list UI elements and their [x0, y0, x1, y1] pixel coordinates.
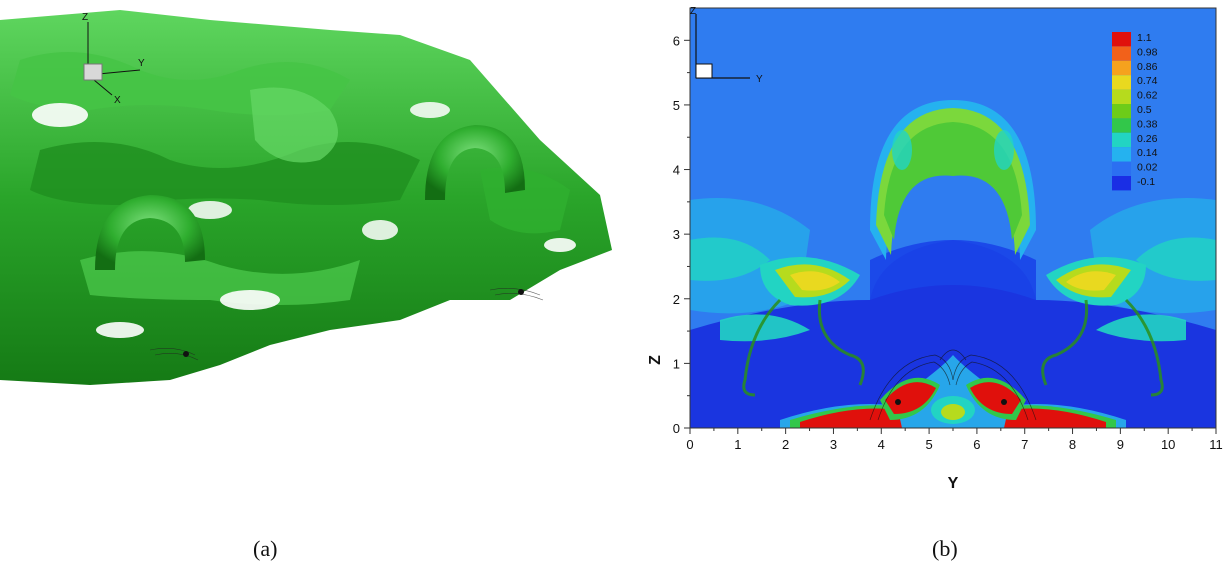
x-tick-label: 3 — [830, 437, 837, 452]
colorbar-swatch — [1112, 46, 1131, 61]
triad-z-label: Z — [82, 12, 88, 23]
caption-a: (a) — [253, 536, 278, 561]
colorbar-label: 0.02 — [1137, 162, 1158, 174]
x-tick-label: 8 — [1069, 437, 1076, 452]
y-tick-label: 5 — [673, 98, 680, 113]
hairpin-vortex — [95, 195, 205, 270]
triad-y-label: Y — [138, 58, 145, 69]
y-axis: 0 1 2 3 4 5 6 — [673, 33, 690, 436]
colorbar-swatch — [1112, 89, 1131, 104]
isosurface-figure: Z Y X — [0, 10, 612, 385]
colorbar-label: 1.1 — [1137, 32, 1152, 44]
colorbar-swatch — [1112, 147, 1131, 162]
colorbar-label: 0.74 — [1137, 75, 1158, 87]
y-tick-label: 4 — [673, 163, 680, 178]
x-axis-label: Y — [948, 475, 959, 492]
triad-x-label: X — [114, 95, 121, 106]
colorbar-swatch — [1112, 60, 1131, 76]
colorbar-swatch — [1112, 161, 1131, 176]
x-tick-label: 11 — [1209, 437, 1223, 452]
hairpin-vortex — [425, 125, 525, 200]
y-tick-label: 6 — [673, 33, 680, 48]
x-tick-label: 7 — [1021, 437, 1028, 452]
contour-panel: 0 1 2 3 4 5 6 7 8 9 10 11 0 1 2 3 4 5 6 Y Z Z Y 1.1 0.98 0.… — [640, 0, 1225, 500]
x-tick-label: 4 — [878, 437, 885, 452]
colorbar-label: 0.26 — [1137, 133, 1158, 145]
y-tick-label: 2 — [673, 292, 680, 307]
x-tick-label: 0 — [686, 437, 693, 452]
triad-square — [695, 63, 713, 79]
contour-field — [690, 8, 1216, 428]
triad-b-z-label: Z — [690, 6, 696, 17]
triad-b-y-label: Y — [756, 74, 763, 85]
colorbar-label: 0.5 — [1137, 104, 1152, 116]
colorbar: 1.1 0.98 0.86 0.74 0.62 0.5 0.38 0.26 0.14 0.02 -0… — [1112, 32, 1158, 191]
colorbar-swatch — [1112, 118, 1131, 133]
colorbar-swatch — [1112, 75, 1131, 90]
isosurface-panel: Z Y X — [0, 0, 615, 400]
y-axis-label: Z — [647, 355, 664, 365]
colorbar-swatch — [1112, 104, 1131, 119]
colorbar-label: 0.62 — [1137, 90, 1158, 102]
contour-chart: 0 1 2 3 4 5 6 7 8 9 10 11 0 1 2 3 4 5 6 Y Z Z Y 1.1 0.98 0.… — [647, 6, 1223, 492]
x-tick-label: 1 — [734, 437, 741, 452]
x-axis: 0 1 2 3 4 5 6 7 8 9 10 11 — [686, 428, 1223, 452]
colorbar-swatch — [1112, 32, 1131, 47]
colorbar-label: 0.86 — [1137, 61, 1158, 73]
x-tick-label: 6 — [973, 437, 980, 452]
colorbar-swatch — [1112, 132, 1131, 148]
colorbar-label: 0.14 — [1137, 147, 1158, 159]
colorbar-label: 0.98 — [1137, 46, 1158, 58]
x-tick-label: 9 — [1117, 437, 1124, 452]
vortex-isosurface — [0, 10, 612, 385]
y-tick-label: 3 — [673, 227, 680, 242]
colorbar-swatch — [1112, 176, 1131, 191]
y-tick-label: 1 — [673, 356, 680, 371]
x-tick-label: 5 — [925, 437, 932, 452]
colorbar-label: -0.1 — [1137, 176, 1155, 188]
colorbar-label: 0.38 — [1137, 118, 1158, 130]
y-tick-label: 0 — [673, 421, 680, 436]
caption-b: (b) — [932, 536, 958, 561]
triad-cube — [83, 63, 103, 81]
x-tick-label: 2 — [782, 437, 789, 452]
x-tick-label: 10 — [1161, 437, 1175, 452]
